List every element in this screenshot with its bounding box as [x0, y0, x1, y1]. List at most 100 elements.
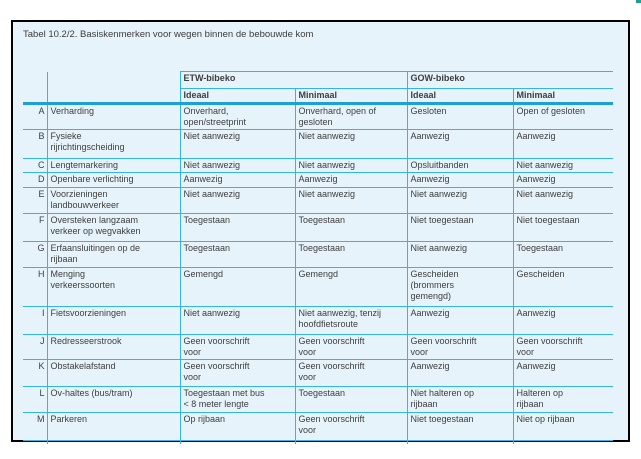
cell-gow-ideaal: Gesloten: [407, 103, 514, 130]
cell-gow-ideaal: Niet halteren op rijbaan: [407, 386, 514, 413]
cell-etw-minimaal: Toegestaan: [295, 213, 408, 242]
table-row: C Lengtemarkering Niet aanwezig Niet aanwez…: [23, 158, 614, 173]
row-letter: L: [23, 386, 48, 413]
row-characteristic: Lengtemarkering: [47, 158, 181, 173]
cell-gow-minimaal: Aanwezig: [513, 172, 614, 188]
row-characteristic: Fietsvoorzieningen: [47, 306, 181, 335]
cell-etw-minimaal: Gemengd: [295, 267, 408, 307]
cell-gow-minimaal: Open of gesloten: [513, 103, 614, 130]
subheader-name-blank: [47, 88, 181, 105]
column-group-gow-bibeko: GOW-bibeko: [407, 71, 614, 89]
row-characteristic: Obstakelafstand: [47, 359, 181, 387]
row-letter: H: [23, 267, 48, 307]
row-characteristic: Verharding: [47, 103, 181, 130]
cell-gow-minimaal: Niet toegestaan: [513, 213, 614, 242]
table-row: D Openbare verlichting Aanwezig Aanwezig Aan…: [23, 172, 614, 188]
cell-etw-ideaal: Geen voorschrift voor: [180, 359, 296, 387]
row-letter: K: [23, 359, 48, 387]
cell-etw-ideaal: Toegestaan met bus < 8 meter lengte: [180, 386, 296, 413]
column-group-etw-bibeko: ETW-bibeko: [180, 71, 408, 89]
cell-etw-ideaal: Onverhard, open/streetprint: [180, 103, 296, 130]
table-row: B Fysieke rijrichtingscheiding Niet aanwez…: [23, 129, 614, 159]
row-characteristic: Menging verkeerssoorten: [47, 267, 181, 307]
header-letter-blank: [23, 71, 48, 89]
cell-etw-ideaal: Op rijbaan: [180, 412, 296, 441]
cell-etw-ideaal: Niet aanwezig: [180, 187, 296, 214]
row-letter: M: [23, 412, 48, 441]
corner-artifact: [636, 0, 641, 3]
road-characteristics-table: ETW-bibeko GOW-bibeko Ideaal Minimaal Id…: [23, 71, 614, 444]
document-frame: Tabel 10.2/2. Basiskenmerken voor wegen …: [11, 20, 630, 444]
group-header-row: ETW-bibeko GOW-bibeko: [23, 71, 614, 89]
cell-gow-minimaal: Gescheiden: [513, 267, 614, 307]
cell-gow-minimaal: Toegestaan: [513, 241, 614, 268]
row-characteristic: Fysieke rijrichtingscheiding: [47, 129, 181, 159]
row-letter: J: [23, 334, 48, 360]
cell-gow-minimaal: Geen voorschrift voor: [513, 334, 614, 360]
row-letter: I: [23, 306, 48, 335]
cell-gow-ideaal: Aanwezig: [407, 359, 514, 387]
header-etw-ideaal: Ideaal: [180, 88, 296, 105]
cell-etw-minimaal: Onverhard, open of gesloten: [295, 103, 408, 130]
row-letter: B: [23, 129, 48, 159]
table-caption: Tabel 10.2/2. Basiskenmerken voor wegen …: [23, 29, 314, 40]
cell-etw-minimaal: Geen voorschrift voor: [295, 412, 408, 441]
cell-etw-minimaal: Niet aanwezig: [295, 158, 408, 173]
cell-gow-minimaal: Niet aanwezig: [513, 187, 614, 214]
header-gow-minimaal: Minimaal: [513, 88, 614, 105]
row-characteristic: Redresseerstrook: [47, 334, 181, 360]
row-letter: A: [23, 103, 48, 130]
table-row: L Ov-haltes (bus/tram) Toegestaan met bus …: [23, 386, 614, 413]
cell-gow-ideaal: Aanwezig: [407, 306, 514, 335]
table-row: G Erfaansluitingen op de rijbaan Toegestaa…: [23, 241, 614, 268]
cell-etw-minimaal: Aanwezig: [295, 172, 408, 188]
cell-etw-minimaal: Toegestaan: [295, 241, 408, 268]
row-characteristic: Ov-haltes (bus/tram): [47, 386, 181, 413]
cell-etw-ideaal: Gemengd: [180, 267, 296, 307]
table-body: A Verharding Onverhard, open/streetprint On…: [23, 103, 614, 441]
cell-etw-minimaal: Geen voorschrift voor: [295, 334, 408, 360]
header-gow-ideaal: Ideaal: [407, 88, 514, 105]
table-row: A Verharding Onverhard, open/streetprint On…: [23, 103, 614, 130]
cell-gow-ideaal: Niet toegestaan: [407, 412, 514, 441]
cell-gow-ideaal: Niet toegestaan: [407, 213, 514, 242]
cell-etw-ideaal: Geen voorschrift voor: [180, 334, 296, 360]
cell-etw-minimaal: Niet aanwezig: [295, 129, 408, 159]
cell-gow-ideaal: Opsluitbanden: [407, 158, 514, 173]
cell-gow-minimaal: Niet aanwezig: [513, 158, 614, 173]
cell-etw-ideaal: Toegestaan: [180, 241, 296, 268]
table-row: M Parkeren Op rijbaan Geen voorschrift voor…: [23, 412, 614, 441]
cell-etw-minimaal: Toegestaan: [295, 386, 408, 413]
cell-gow-ideaal: Gescheiden (brommers gemengd): [407, 267, 514, 307]
cell-gow-ideaal: Aanwezig: [407, 129, 514, 159]
cell-gow-minimaal: Aanwezig: [513, 306, 614, 335]
row-letter: D: [23, 172, 48, 188]
row-characteristic: Erfaansluitingen op de rijbaan: [47, 241, 181, 268]
header-etw-minimaal: Minimaal: [295, 88, 408, 105]
table-row: E Voorzieningen landbouwverkeer Niet aanwe…: [23, 187, 614, 214]
cell-etw-minimaal: Niet aanwezig, tenzij hoofdfietsroute: [295, 306, 408, 335]
table-row: K Obstakelafstand Geen voorschrift voor Gee…: [23, 359, 614, 387]
subheader-letter-blank: [23, 88, 48, 105]
row-letter: E: [23, 187, 48, 214]
cell-etw-ideaal: Niet aanwezig: [180, 306, 296, 335]
cell-etw-minimaal: Niet aanwezig: [295, 187, 408, 214]
spacer-row: [23, 440, 613, 444]
table-row: J Redresseerstrook Geen voorschrift voor Ge…: [23, 334, 614, 360]
cell-gow-ideaal: Niet aanwezig: [407, 241, 514, 268]
cell-etw-ideaal: Niet aanwezig: [180, 158, 296, 173]
table-row: I Fietsvoorzieningen Niet aanwezig Niet aan…: [23, 306, 614, 335]
cell-gow-ideaal: Geen voorschrift voor: [407, 334, 514, 360]
row-characteristic: Openbare verlichting: [47, 172, 181, 188]
row-characteristic: Parkeren: [47, 412, 181, 441]
header-name-blank: [47, 71, 181, 89]
cell-gow-minimaal: Aanwezig: [513, 359, 614, 387]
row-characteristic: Voorzieningen landbouwverkeer: [47, 187, 181, 214]
table-footer-spacer: [23, 440, 613, 444]
cell-gow-ideaal: Aanwezig: [407, 172, 514, 188]
cell-gow-minimaal: Halteren op rijbaan: [513, 386, 614, 413]
table-header: ETW-bibeko GOW-bibeko Ideaal Minimaal Id…: [23, 71, 614, 105]
row-characteristic: Oversteken langzaam verkeer op wegvakken: [47, 213, 181, 242]
cell-etw-ideaal: Aanwezig: [180, 172, 296, 188]
